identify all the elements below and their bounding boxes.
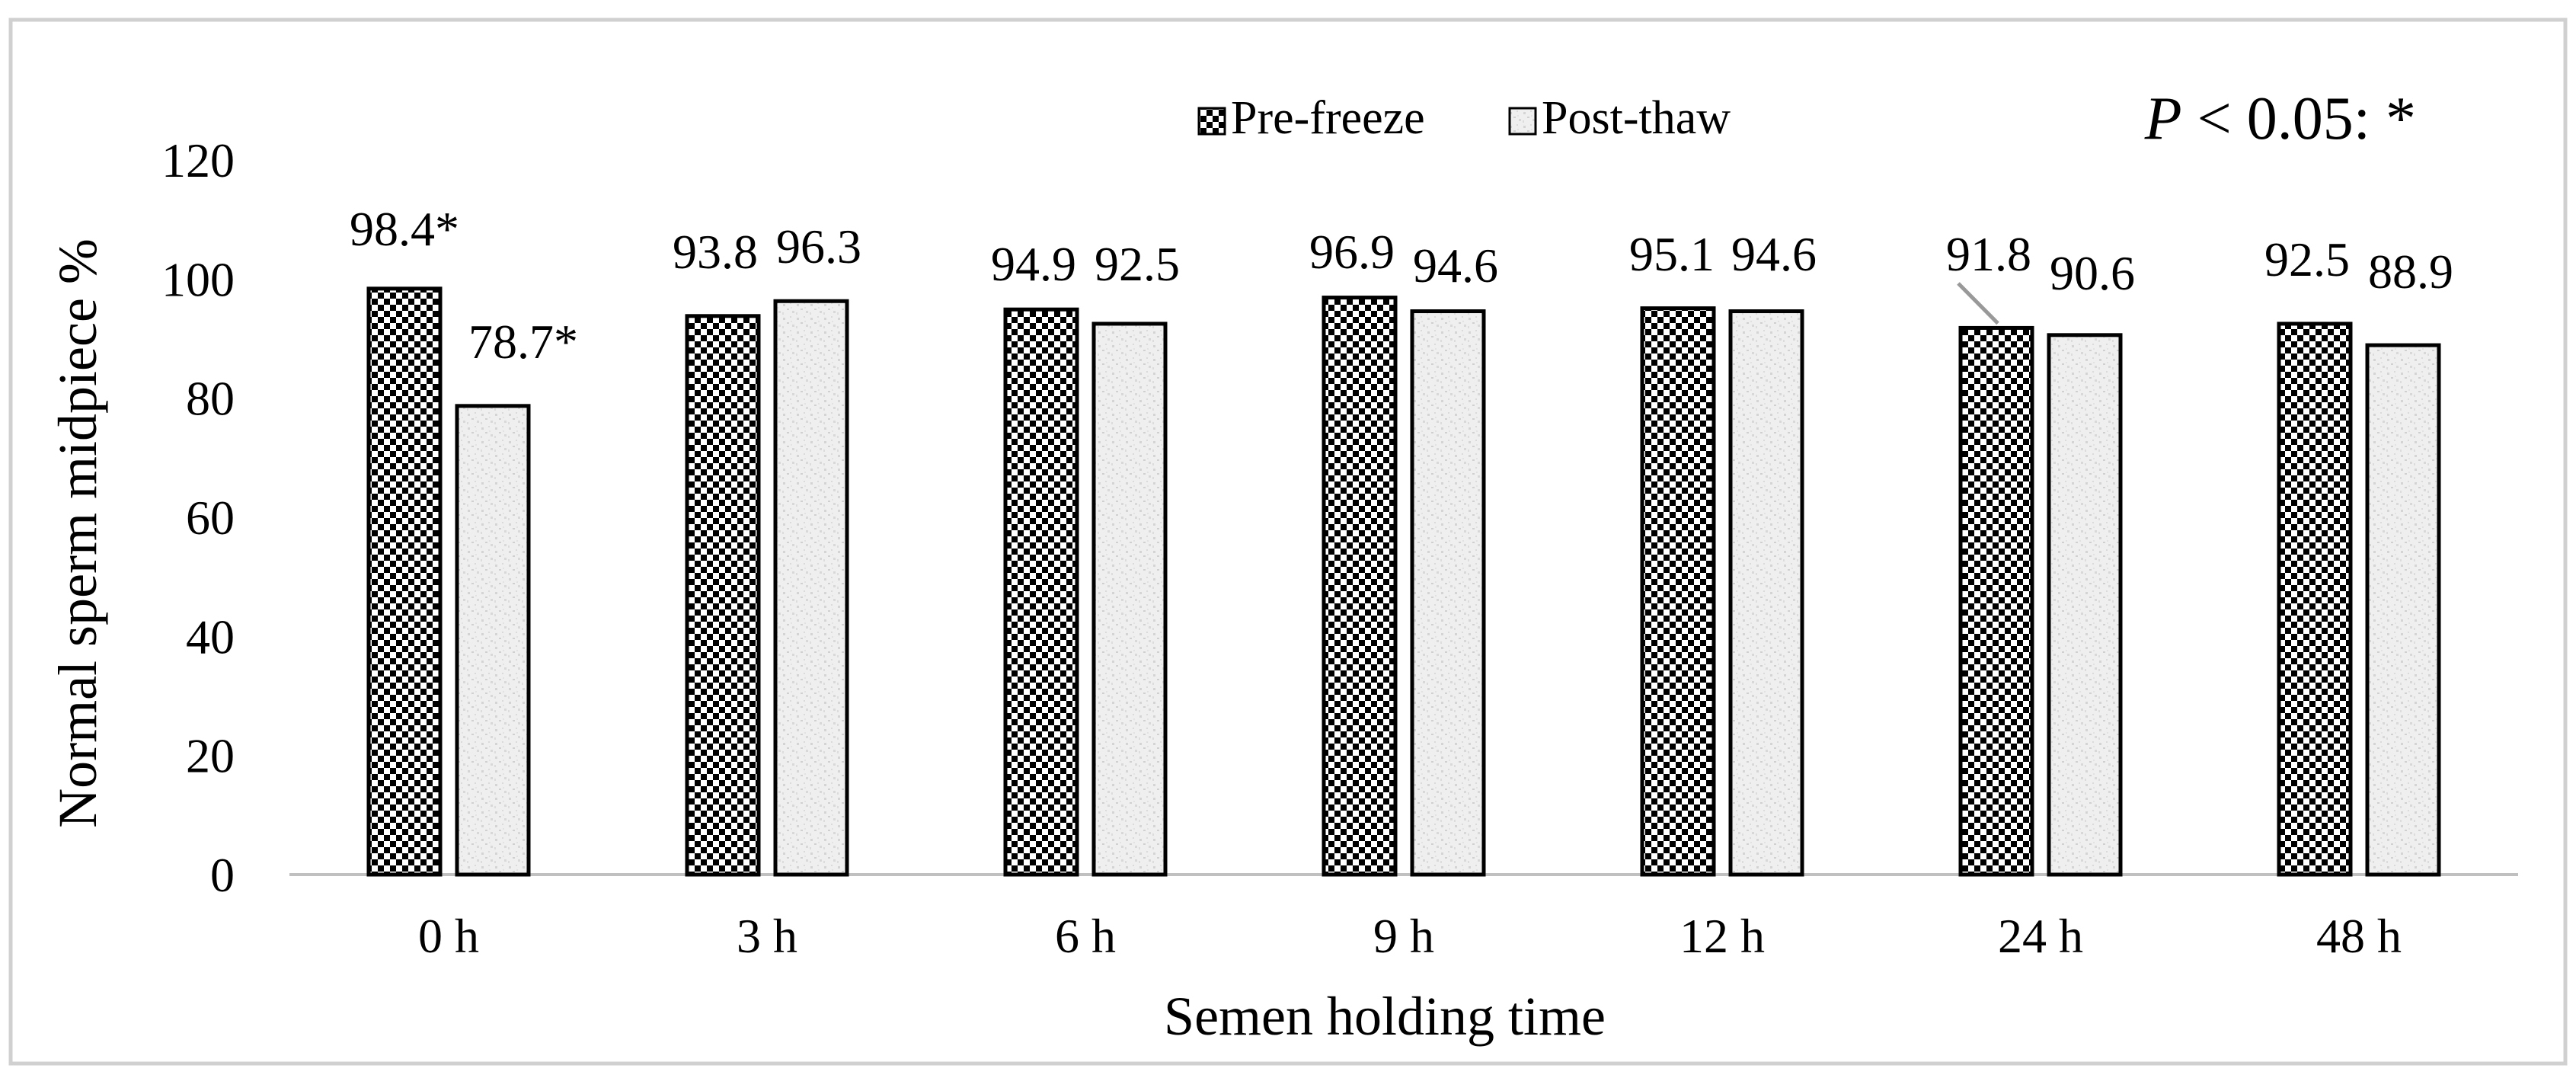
legend-swatch-post-thaw [1508, 107, 1537, 136]
x-tick-label: 12 h [1680, 909, 1765, 963]
data-label-post-thaw: 88.9 [2368, 245, 2453, 299]
data-labels-group: 98.4* 78.7* 93.8 96.3 94.9 92.5 96.9 94.6 95.1 94… [350, 202, 2453, 369]
legend-label-post-thaw: Post-thaw [1542, 92, 1731, 144]
bar-post-thaw [2365, 343, 2441, 877]
data-label-post-thaw: 94.6 [1413, 238, 1498, 293]
bar-pre-freeze [685, 314, 761, 877]
x-tick-label: 48 h [2316, 909, 2402, 963]
y-tick-label: 120 [161, 133, 235, 187]
x-axis-title: Semen holding time [1164, 986, 1606, 1047]
data-label-pre-freeze: 91.8 [1946, 227, 2031, 281]
y-tick-label: 60 [186, 491, 235, 545]
data-label-post-thaw: 96.3 [776, 219, 861, 273]
data-label-pre-freeze: 94.9 [991, 237, 1076, 291]
legend-swatch-pre-freeze [1197, 107, 1226, 136]
bar-post-thaw [455, 404, 531, 877]
bar-post-thaw [1410, 309, 1486, 877]
significance-annotation: P < 0.05: * [2144, 85, 2416, 152]
data-label-post-thaw: 92.5 [1095, 237, 1180, 291]
data-label-post-thaw: 90.6 [2050, 246, 2135, 300]
data-label-post-thaw: 94.6 [1731, 227, 1817, 281]
x-tick-label: 0 h [418, 909, 479, 963]
bar-post-thaw [1091, 321, 1168, 877]
bar-pre-freeze [1640, 306, 1716, 877]
y-axis-ticks: 0 20 40 60 80 100 120 [161, 133, 235, 902]
y-tick-label: 20 [186, 729, 235, 783]
legend: Pre-freeze Post-thaw [1197, 92, 1731, 144]
bar-pre-freeze [2277, 321, 2353, 877]
x-tick-label: 3 h [737, 909, 797, 963]
label-leader-line [1957, 282, 1999, 325]
p-value-italic: P [2144, 85, 2182, 152]
bar-pre-freeze [366, 286, 443, 877]
bar-post-thaw [773, 299, 849, 877]
bars-group [366, 286, 2441, 877]
x-tick-label: 9 h [1373, 909, 1434, 963]
data-label-pre-freeze: 93.8 [673, 225, 758, 279]
data-label-pre-freeze: 95.1 [1629, 227, 1715, 281]
y-tick-label: 40 [186, 609, 235, 664]
y-tick-label: 0 [210, 848, 235, 902]
data-label-pre-freeze: 92.5 [2264, 232, 2350, 286]
x-axis-ticks: 0 h 3 h 6 h 9 h 12 h 24 h 48 h [418, 909, 2402, 963]
y-tick-label: 80 [186, 372, 235, 426]
y-tick-label: 100 [161, 252, 235, 306]
legend-label-pre-freeze: Pre-freeze [1231, 92, 1425, 144]
y-axis-title: Normal sperm midpiece % [47, 238, 108, 828]
bar-pre-freeze [1003, 307, 1079, 877]
bar-pre-freeze [1322, 296, 1398, 877]
data-label-post-thaw: 78.7* [468, 315, 578, 369]
x-tick-label: 24 h [1998, 909, 2083, 963]
p-value-rest: < 0.05: * [2182, 85, 2416, 152]
bar-post-thaw [1728, 309, 1804, 877]
bar-post-thaw [2047, 333, 2123, 877]
data-label-pre-freeze: 98.4* [350, 202, 459, 256]
data-label-pre-freeze: 96.9 [1309, 225, 1395, 279]
x-tick-label: 6 h [1055, 909, 1116, 963]
bar-pre-freeze [1958, 325, 2034, 877]
